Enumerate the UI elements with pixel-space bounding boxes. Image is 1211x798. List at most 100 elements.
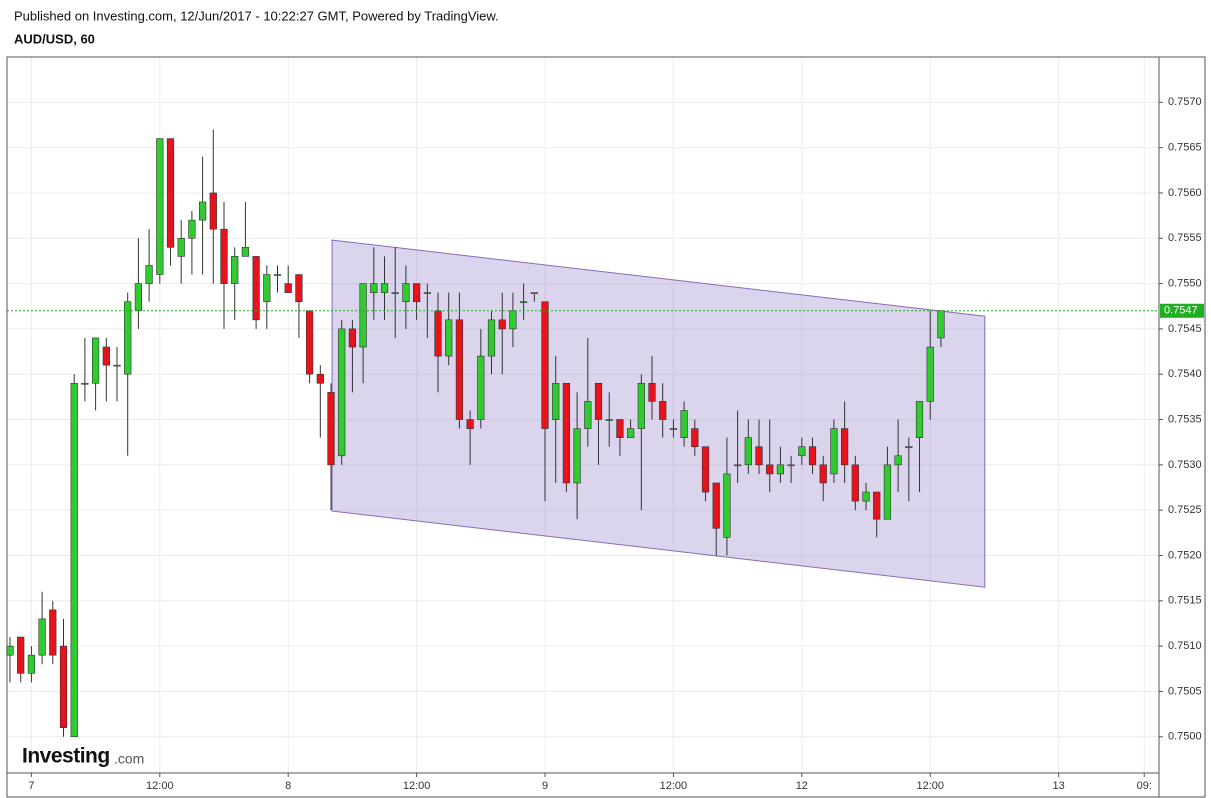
candle-body — [166, 138, 175, 248]
candle-body — [17, 636, 25, 674]
candle-body — [841, 428, 849, 466]
candle-body — [905, 446, 913, 449]
y-tick-label: 0.7535 — [1168, 413, 1202, 425]
published-line: Published on Investing.com, 12/Jun/2017 … — [14, 8, 499, 23]
x-tick-label: 12 — [796, 780, 808, 792]
candle-body — [70, 382, 78, 738]
candle-body — [637, 382, 645, 429]
symbol-title: AUD/USD, 60 — [14, 31, 95, 46]
last-price-label: 0.7547 — [1164, 305, 1198, 317]
candle-body — [188, 219, 196, 239]
candle-body — [883, 464, 892, 520]
last-price-box — [1160, 303, 1204, 318]
candle-body — [59, 645, 68, 728]
candle-body — [220, 228, 228, 284]
candle-body — [519, 301, 528, 304]
candle-body — [626, 428, 635, 438]
frame — [6, 56, 1206, 798]
x-tick-label: 12:00 — [660, 780, 688, 792]
plot-area — [6, 57, 1163, 777]
candle-body — [27, 654, 36, 674]
candle-body — [573, 428, 581, 484]
candle-body — [295, 274, 303, 303]
y-tick-label: 0.7545 — [1168, 323, 1202, 335]
candle-body — [263, 274, 271, 303]
candle-body — [252, 256, 260, 321]
y-tick-label: 0.7510 — [1168, 640, 1202, 652]
logo-brand: Investing — [22, 745, 110, 768]
candle-body — [327, 392, 335, 466]
candle-body — [273, 274, 282, 276]
candle-body — [402, 283, 410, 303]
candle-body — [915, 401, 924, 438]
candle-body — [487, 319, 496, 357]
candle-body — [113, 364, 121, 367]
candle-body — [616, 419, 624, 438]
candle-body — [734, 464, 742, 467]
y-tick-label: 0.7560 — [1168, 187, 1202, 199]
candle-body — [680, 410, 688, 438]
candle-body — [723, 473, 731, 538]
candle-body — [766, 464, 774, 475]
candle-body — [808, 446, 817, 466]
candle-body — [445, 319, 453, 357]
candle-body — [198, 201, 207, 221]
candle-body — [434, 310, 442, 357]
candle-body — [701, 446, 710, 493]
x-tick-label: 12:00 — [146, 780, 174, 792]
x-tick-label: 09: — [1137, 780, 1152, 792]
candle-body — [669, 428, 678, 430]
candle-body — [231, 256, 239, 284]
x-tick-label: 8 — [285, 780, 291, 792]
x-tick-label: 12:00 — [916, 780, 944, 792]
candle-body — [819, 464, 827, 484]
candle-body — [648, 382, 656, 402]
candle-body — [798, 446, 806, 457]
candle-body — [873, 491, 881, 520]
candle-body — [755, 446, 763, 466]
candle-body — [338, 328, 346, 457]
candle-body — [156, 138, 164, 275]
candle-body — [209, 192, 217, 230]
candle-body — [466, 419, 474, 429]
candle-body — [691, 428, 699, 448]
candle-body — [744, 437, 752, 466]
candle-body — [380, 283, 389, 293]
candle-body — [348, 328, 357, 348]
candle-body — [712, 482, 720, 529]
y-tick-label: 0.7540 — [1168, 368, 1202, 380]
candle-body — [91, 337, 100, 384]
candle-body — [134, 283, 143, 312]
candle-body — [423, 292, 431, 294]
y-tick-label: 0.7570 — [1168, 96, 1202, 108]
y-tick-label: 0.7520 — [1168, 549, 1202, 561]
candle-body — [926, 346, 934, 402]
candle-body — [509, 310, 517, 330]
candle-body — [102, 346, 110, 366]
y-tick-label: 0.7565 — [1168, 142, 1202, 154]
candle-body — [177, 237, 185, 257]
candle-body — [584, 401, 592, 429]
candle-body — [498, 319, 506, 330]
candle-body — [862, 491, 870, 502]
candle-body — [552, 382, 560, 420]
x-tick-label: 9 — [542, 780, 548, 792]
candle-body — [370, 283, 378, 293]
candle-body — [359, 283, 367, 348]
candle-body — [38, 618, 46, 656]
y-tick-label: 0.7525 — [1168, 504, 1202, 516]
candle-body — [391, 292, 399, 294]
candle-body — [145, 265, 153, 284]
candle-body — [937, 310, 945, 339]
y-tick-label: 0.7515 — [1168, 595, 1202, 607]
y-tick-label: 0.7555 — [1168, 232, 1202, 244]
candle-body — [530, 292, 538, 294]
y-tick-label: 0.7550 — [1168, 277, 1202, 289]
candle-body — [241, 247, 250, 257]
candle-body — [594, 382, 603, 420]
y-tick-label: 0.7505 — [1168, 685, 1202, 697]
candle-body — [787, 464, 795, 467]
x-tick-label: 7 — [28, 780, 34, 792]
